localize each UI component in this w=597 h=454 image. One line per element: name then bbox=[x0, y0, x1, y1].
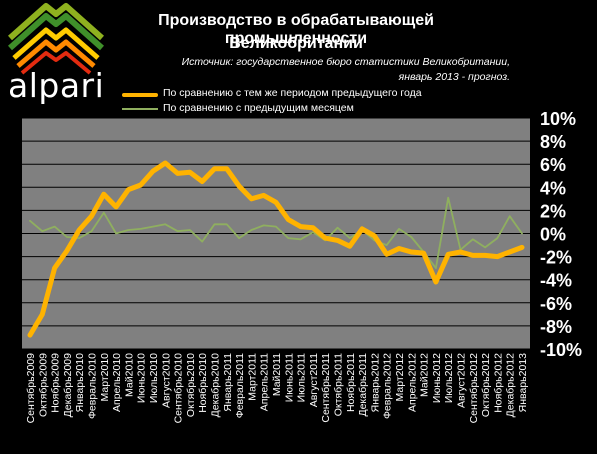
x-tick-label: Декабрь2010 bbox=[210, 353, 222, 417]
source-line-1: Источник: государственное бюро статистик… bbox=[181, 56, 510, 68]
x-tick-label: Февраль2011 bbox=[234, 353, 246, 418]
x-tick-label: Декабрь2012 bbox=[505, 353, 517, 417]
x-tick-label: Январь2012 bbox=[369, 353, 381, 413]
x-tick-label: Сентябрь2009 bbox=[25, 353, 37, 424]
x-tick-label: Апрель2011 bbox=[259, 353, 271, 411]
y-tick-label: -4% bbox=[540, 271, 572, 291]
x-tick-label: Сентябрь2010 bbox=[173, 353, 185, 424]
y-tick-label: 4% bbox=[540, 178, 566, 198]
x-tick-label: Ноябрь2009 bbox=[50, 353, 62, 413]
x-tick-label: Март2010 bbox=[99, 353, 111, 402]
x-tick-label: Июль2012 bbox=[443, 353, 455, 403]
x-tick-label: Август2011 bbox=[308, 353, 320, 407]
x-tick-label: Январь2011 bbox=[222, 353, 234, 412]
x-tick-label: Май2011 bbox=[271, 353, 283, 396]
x-tick-label: Июль2011 bbox=[296, 353, 308, 403]
x-tick-label: Июнь2011 bbox=[283, 353, 295, 402]
x-tick-label: Январь2013 bbox=[517, 353, 529, 413]
y-tick-label: 10% bbox=[540, 109, 576, 129]
y-tick-label: 2% bbox=[540, 201, 566, 221]
x-tick-label: Сентябрь2011 bbox=[320, 353, 332, 423]
series-line-yoy bbox=[27, 160, 525, 338]
chart-title-line-1: Производство в обрабатывающей промышленн… bbox=[158, 12, 434, 47]
x-tick-label: Июнь2012 bbox=[431, 353, 443, 403]
y-tick-label: 0% bbox=[540, 225, 566, 245]
legend-label-yoy: По сравнению с тем же периодом предыдуще… bbox=[163, 87, 422, 99]
x-tick-label: Январь2010 bbox=[74, 353, 86, 413]
x-tick-label: Февраль2010 bbox=[87, 353, 99, 419]
x-tick-label: Апрель2012 bbox=[406, 353, 418, 412]
x-tick-label: Июль2010 bbox=[148, 353, 160, 403]
x-tick-label: Май2012 bbox=[419, 353, 431, 397]
y-tick-label: 8% bbox=[540, 132, 566, 152]
legend-label-mom: По сравнению с предыдущим месяцем bbox=[163, 102, 354, 114]
x-tick-label: Июнь2010 bbox=[136, 353, 148, 403]
x-tick-label: Ноябрь2012 bbox=[492, 353, 504, 413]
y-tick-label: -8% bbox=[540, 317, 572, 337]
alpari-logo bbox=[8, 3, 104, 75]
x-tick-label: Апрель2010 bbox=[111, 353, 123, 412]
legend-swatch-yoy bbox=[122, 93, 158, 97]
x-tick-label: Сентябрь2012 bbox=[468, 353, 480, 424]
x-tick-label: Май2010 bbox=[123, 353, 135, 397]
x-tick-label: Октябрь2011 bbox=[333, 353, 345, 416]
y-tick-label: -2% bbox=[540, 248, 572, 268]
x-tick-label: Август2012 bbox=[456, 353, 468, 408]
x-tick-label: Октябрь2009 bbox=[37, 353, 49, 417]
x-tick-label: Февраль2012 bbox=[382, 353, 394, 419]
x-tick-label: Октябрь2012 bbox=[480, 353, 492, 417]
x-tick-label: Октябрь2010 bbox=[185, 353, 197, 417]
x-tick-label: Ноябрь2010 bbox=[197, 353, 209, 413]
x-tick-label: Март2012 bbox=[394, 353, 406, 402]
series-line-mom bbox=[29, 196, 523, 270]
x-tick-label: Декабрь2009 bbox=[62, 353, 74, 417]
brand-name: alpari bbox=[8, 66, 105, 105]
y-tick-label: -6% bbox=[540, 294, 572, 314]
chart-title-line-2: Великобритании bbox=[229, 35, 363, 52]
y-tick-label: 6% bbox=[540, 155, 566, 175]
x-tick-label: Март2011 bbox=[246, 353, 258, 401]
y-tick-label: -10% bbox=[540, 340, 582, 360]
source-line-2: январь 2013 - прогноз. bbox=[398, 71, 510, 83]
x-tick-label: Декабрь2011 bbox=[357, 353, 369, 417]
x-tick-label: Ноябрь2011 bbox=[345, 353, 357, 412]
x-tick-label: Август2010 bbox=[160, 353, 172, 408]
legend-swatch-mom bbox=[122, 108, 158, 110]
